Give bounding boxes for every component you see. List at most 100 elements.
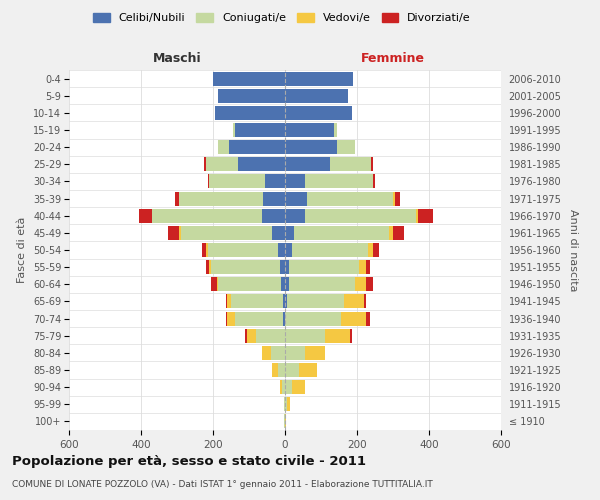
Bar bbox=[211, 278, 217, 291]
Bar bbox=[208, 174, 209, 188]
Bar bbox=[325, 328, 350, 342]
Bar bbox=[181, 226, 272, 240]
Bar bbox=[285, 346, 305, 360]
Bar bbox=[366, 260, 370, 274]
Bar bbox=[235, 312, 283, 326]
Bar bbox=[285, 192, 307, 205]
Bar bbox=[284, 414, 285, 428]
Bar bbox=[179, 226, 181, 240]
Bar bbox=[206, 158, 238, 172]
Bar bbox=[285, 398, 287, 411]
Bar bbox=[175, 192, 179, 205]
Bar bbox=[284, 398, 285, 411]
Bar bbox=[389, 226, 393, 240]
Bar bbox=[218, 140, 229, 154]
Bar bbox=[285, 158, 330, 172]
Bar bbox=[202, 243, 206, 257]
Bar bbox=[285, 88, 348, 102]
Bar bbox=[285, 363, 299, 377]
Bar bbox=[299, 363, 317, 377]
Bar bbox=[218, 88, 285, 102]
Bar bbox=[285, 208, 305, 222]
Bar bbox=[256, 328, 285, 342]
Bar bbox=[238, 158, 285, 172]
Bar bbox=[393, 192, 395, 205]
Bar bbox=[305, 174, 373, 188]
Bar bbox=[305, 346, 325, 360]
Bar bbox=[265, 174, 285, 188]
Bar bbox=[278, 363, 285, 377]
Bar bbox=[334, 123, 337, 137]
Bar bbox=[231, 294, 283, 308]
Legend: Celibi/Nubili, Coniugati/e, Vedovi/e, Divorziati/e: Celibi/Nubili, Coniugati/e, Vedovi/e, Di… bbox=[89, 8, 475, 28]
Bar bbox=[235, 123, 285, 137]
Bar bbox=[285, 72, 353, 86]
Bar bbox=[233, 123, 235, 137]
Bar bbox=[371, 158, 373, 172]
Bar bbox=[262, 346, 271, 360]
Bar bbox=[226, 294, 227, 308]
Bar bbox=[282, 380, 285, 394]
Bar bbox=[280, 380, 282, 394]
Text: COMUNE DI LONATE POZZOLO (VA) - Dati ISTAT 1° gennaio 2011 - Elaborazione TUTTIT: COMUNE DI LONATE POZZOLO (VA) - Dati IST… bbox=[12, 480, 433, 489]
Bar bbox=[272, 226, 285, 240]
Bar bbox=[337, 140, 355, 154]
Bar bbox=[211, 260, 280, 274]
Bar bbox=[229, 140, 285, 154]
Bar bbox=[285, 312, 341, 326]
Bar bbox=[209, 260, 211, 274]
Bar bbox=[209, 174, 265, 188]
Bar bbox=[285, 260, 289, 274]
Text: Popolazione per età, sesso e stato civile - 2011: Popolazione per età, sesso e stato civil… bbox=[12, 455, 366, 468]
Bar bbox=[307, 192, 393, 205]
Bar bbox=[226, 312, 227, 326]
Text: Maschi: Maschi bbox=[152, 52, 202, 65]
Bar bbox=[294, 226, 389, 240]
Bar bbox=[272, 363, 278, 377]
Bar bbox=[215, 106, 285, 120]
Bar bbox=[289, 278, 355, 291]
Bar bbox=[416, 208, 418, 222]
Bar bbox=[262, 208, 285, 222]
Bar bbox=[152, 208, 262, 222]
Bar bbox=[305, 208, 416, 222]
Bar bbox=[359, 260, 366, 274]
Bar bbox=[366, 312, 370, 326]
Bar bbox=[285, 278, 289, 291]
Bar bbox=[285, 328, 325, 342]
Bar bbox=[292, 380, 305, 394]
Bar bbox=[213, 72, 285, 86]
Bar bbox=[283, 294, 285, 308]
Bar bbox=[285, 174, 305, 188]
Bar bbox=[292, 243, 368, 257]
Bar bbox=[368, 243, 373, 257]
Bar bbox=[285, 106, 352, 120]
Bar bbox=[373, 243, 379, 257]
Bar bbox=[285, 414, 286, 428]
Bar bbox=[395, 192, 400, 205]
Bar bbox=[139, 208, 152, 222]
Bar bbox=[285, 243, 292, 257]
Bar bbox=[204, 158, 206, 172]
Bar bbox=[278, 243, 285, 257]
Bar bbox=[283, 312, 285, 326]
Bar bbox=[281, 278, 285, 291]
Bar bbox=[247, 328, 256, 342]
Bar bbox=[179, 192, 263, 205]
Bar bbox=[206, 243, 208, 257]
Bar bbox=[350, 328, 352, 342]
Bar bbox=[280, 260, 285, 274]
Y-axis label: Anni di nascita: Anni di nascita bbox=[568, 209, 578, 291]
Bar bbox=[245, 328, 247, 342]
Bar bbox=[330, 158, 371, 172]
Bar bbox=[208, 243, 278, 257]
Bar bbox=[285, 380, 292, 394]
Bar bbox=[355, 278, 366, 291]
Bar bbox=[271, 346, 285, 360]
Y-axis label: Fasce di età: Fasce di età bbox=[17, 217, 28, 283]
Bar bbox=[341, 312, 366, 326]
Bar bbox=[168, 226, 179, 240]
Bar bbox=[285, 294, 287, 308]
Bar bbox=[344, 294, 364, 308]
Bar bbox=[217, 278, 218, 291]
